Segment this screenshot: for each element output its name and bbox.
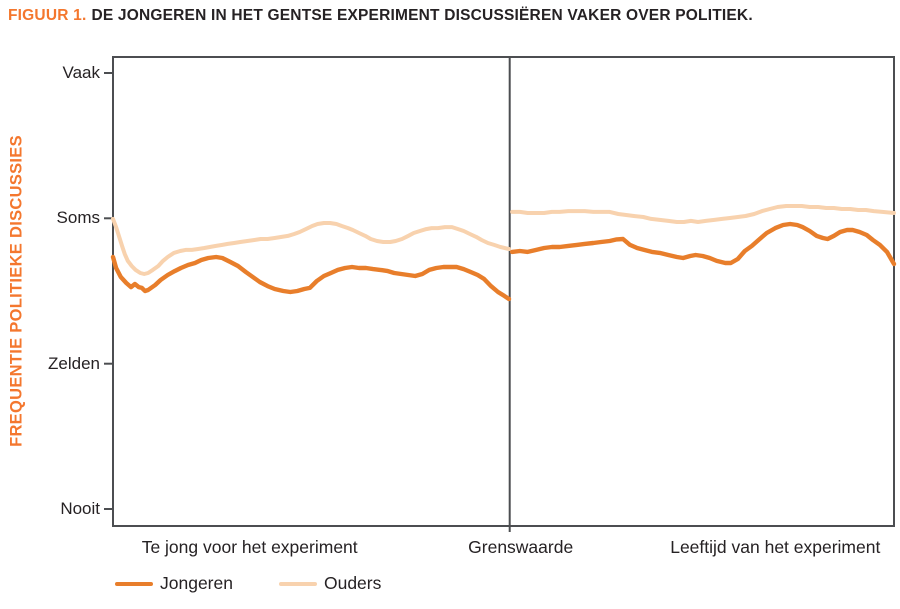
legend-item-jongeren: Jongeren	[115, 573, 233, 594]
legend-item-ouders: Ouders	[278, 573, 382, 594]
legend-label: Ouders	[323, 573, 382, 593]
legend-swatch-jongeren	[115, 581, 153, 586]
y-tick-label-vaak: Vaak	[62, 63, 101, 82]
y-tick-label-soms: Soms	[56, 208, 100, 228]
y-tick-label-zelden: Zelden	[48, 353, 100, 373]
figure-number: FIGUUR 1.	[8, 7, 87, 24]
chart-legend: Jongeren Ouders	[115, 573, 381, 594]
legend-label: Jongeren	[160, 573, 233, 593]
figure-title-text: DE JONGEREN IN HET GENTSE EXPERIMENT DIS…	[91, 7, 753, 24]
figure-title: FIGUUR 1. DE JONGEREN IN HET GENTSE EXPER…	[8, 7, 753, 25]
series-line-jongeren	[509, 221, 897, 267]
x-axis-label: Grenswaarde	[468, 537, 574, 557]
x-axis-label: Te jong voor het experiment	[141, 537, 358, 557]
series-line-jongeren	[110, 254, 512, 302]
y-tick-label-nooit: Nooit	[60, 499, 100, 518]
series-line-ouders	[510, 204, 896, 224]
series-line-ouders	[111, 216, 511, 276]
plot-frame	[112, 56, 895, 527]
x-axis-label: Leeftijd van het experiment	[670, 537, 881, 557]
legend-swatch-ouders	[278, 581, 317, 586]
